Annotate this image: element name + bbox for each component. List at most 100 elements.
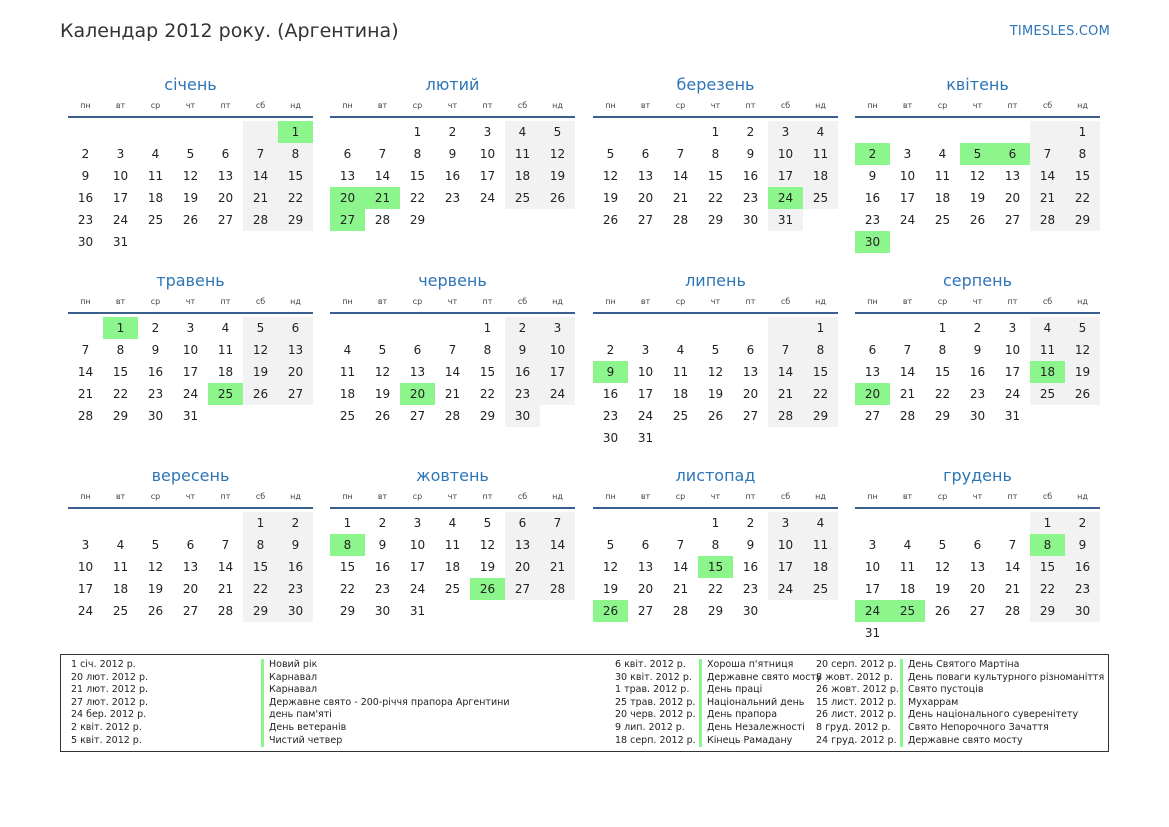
day-cell: 25 bbox=[1030, 383, 1065, 405]
day-cell: 11 bbox=[505, 143, 540, 165]
weekday-header: пн вт ср чт пт сб нд bbox=[330, 489, 575, 505]
day-cell: 15 bbox=[707, 169, 724, 183]
weekday-label: пн bbox=[867, 101, 878, 110]
header-rule bbox=[593, 116, 838, 118]
empty-cell bbox=[365, 317, 400, 339]
holiday-name: Державне свято - 200-річчя прапора Арген… bbox=[261, 696, 510, 710]
day-cell: 18 bbox=[803, 165, 838, 187]
day-cell: 17 bbox=[182, 365, 199, 379]
weekday-label: нд bbox=[552, 492, 563, 501]
day-cell: 26 bbox=[243, 383, 278, 405]
day-cell: 21 bbox=[768, 383, 803, 405]
header-rule bbox=[68, 507, 313, 509]
day-cell: 22 bbox=[278, 187, 313, 209]
holiday-row: 25 трав. 2012 р. Національний день bbox=[615, 696, 822, 710]
day-cell: 26 bbox=[182, 213, 199, 227]
day-cell: 4 bbox=[116, 538, 125, 552]
month-березень: березень пн вт ср чт пт сб нд 1 2 3 4 5 6 7 8 9 10 11 12 13 1… bbox=[593, 74, 838, 231]
empty-cell bbox=[768, 317, 803, 339]
day-cell: 16 bbox=[147, 365, 164, 379]
day-cell: 31 bbox=[637, 431, 654, 445]
weekday-label: ср bbox=[937, 297, 948, 306]
day-cell: 26 bbox=[707, 409, 724, 423]
holiday-row: 2 квіт. 2012 р. День ветеранів bbox=[71, 721, 510, 735]
day-cell: 3 bbox=[413, 516, 422, 530]
weekday-label: пн bbox=[867, 297, 878, 306]
empty-cell bbox=[243, 121, 278, 143]
day-cell: 19 bbox=[969, 191, 986, 205]
day-cell: 7 bbox=[448, 343, 457, 357]
day-cell: 31 bbox=[1004, 409, 1021, 423]
day-cell: 22 bbox=[243, 578, 278, 600]
day-cell: 1 bbox=[243, 512, 278, 534]
day-cell: 20 bbox=[505, 556, 540, 578]
empty-cell bbox=[925, 121, 960, 143]
day-cell: 24 bbox=[1004, 387, 1021, 401]
day-cell: 12 bbox=[707, 365, 724, 379]
day-cell: 13 bbox=[217, 169, 234, 183]
weekday-label: ср bbox=[150, 492, 161, 501]
day-cell: 17 bbox=[77, 582, 94, 596]
empty-cell bbox=[173, 512, 208, 534]
weekday-header: пн вт ср чт пт сб нд bbox=[593, 489, 838, 505]
month-name: жовтень bbox=[416, 466, 489, 485]
day-cell: 6 bbox=[343, 147, 352, 161]
day-cell: 21 bbox=[444, 387, 461, 401]
day-cell: 4 bbox=[221, 321, 230, 335]
day-cell: 12 bbox=[969, 169, 986, 183]
empty-cell bbox=[855, 512, 890, 534]
day-cell: 18 bbox=[444, 560, 461, 574]
day-cell: 17 bbox=[637, 387, 654, 401]
holiday-name: Державне свято мосту bbox=[699, 671, 822, 685]
day-cell: 3 bbox=[868, 538, 877, 552]
day-cell: 22 bbox=[1065, 187, 1100, 209]
day-cell: 29 bbox=[243, 600, 278, 622]
day-cell: 9 bbox=[746, 538, 755, 552]
day-cell: 17 bbox=[409, 560, 426, 574]
day-cell: 4 bbox=[448, 516, 457, 530]
weekday-label: чт bbox=[710, 101, 721, 110]
day-cell: 15 bbox=[1065, 165, 1100, 187]
weekday-label: чт bbox=[185, 492, 196, 501]
holiday-day-cell: 24 bbox=[855, 600, 890, 622]
weekday-label: нд bbox=[290, 492, 301, 501]
weekday-header: пн вт ср чт пт сб нд bbox=[330, 294, 575, 310]
day-cell: 20 bbox=[182, 582, 199, 596]
weekday-header: пн вт ср чт пт сб нд bbox=[855, 98, 1100, 114]
weekday-label: нд bbox=[290, 101, 301, 110]
day-cell: 23 bbox=[864, 213, 881, 227]
day-cell: 10 bbox=[77, 560, 94, 574]
empty-cell bbox=[663, 317, 698, 339]
day-cell: 20 bbox=[637, 582, 654, 596]
header-rule bbox=[330, 507, 575, 509]
day-cell: 24 bbox=[768, 578, 803, 600]
holiday-date: 18 серп. 2012 р. bbox=[615, 734, 696, 746]
weekday-label: нд bbox=[815, 101, 826, 110]
day-cell: 17 bbox=[768, 556, 803, 578]
day-cell: 2 bbox=[1065, 512, 1100, 534]
day-cell: 10 bbox=[768, 143, 803, 165]
day-cell: 9 bbox=[81, 169, 90, 183]
empty-cell bbox=[890, 121, 925, 143]
holiday-day-cell: 26 bbox=[593, 600, 628, 622]
day-cell: 31 bbox=[409, 604, 426, 618]
day-cell: 23 bbox=[1065, 578, 1100, 600]
day-cell: 25 bbox=[112, 604, 129, 618]
day-cell: 25 bbox=[934, 213, 951, 227]
weekday-label: сб bbox=[517, 297, 528, 306]
empty-cell bbox=[330, 317, 365, 339]
holiday-day-cell: 20 bbox=[400, 383, 435, 405]
header-rule bbox=[855, 507, 1100, 509]
weekday-label: сб bbox=[517, 101, 528, 110]
day-cell: 28 bbox=[672, 604, 689, 618]
day-cell: 14 bbox=[1030, 165, 1065, 187]
day-grid: 1 2 3 4 5 6 7 8 9 10 11 12 13 14 15 16 17 18 19 20 21 22 23 24 2… bbox=[68, 317, 313, 427]
day-cell: 22 bbox=[707, 582, 724, 596]
brand-link[interactable]: TIMESLES.COM bbox=[1009, 24, 1110, 39]
weekday-label: вт bbox=[902, 101, 913, 110]
day-cell: 9 bbox=[746, 147, 755, 161]
day-cell: 20 bbox=[278, 361, 313, 383]
day-cell: 7 bbox=[540, 512, 575, 534]
day-cell: 22 bbox=[409, 191, 426, 205]
weekday-label: чт bbox=[185, 297, 196, 306]
